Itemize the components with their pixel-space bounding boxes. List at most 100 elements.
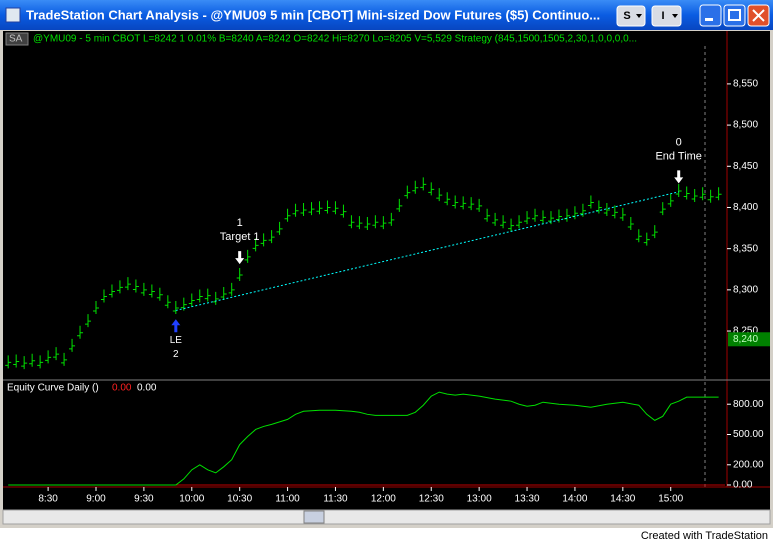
price-bar <box>412 180 419 194</box>
app-icon <box>5 7 21 23</box>
x-tick-label: 11:30 <box>323 494 348 505</box>
i-button-label[interactable]: I <box>661 10 664 22</box>
x-tick-label: 13:00 <box>467 494 492 505</box>
annotation-text: End Time <box>655 150 701 162</box>
x-tick-label: 14:30 <box>610 494 635 505</box>
price-bar <box>683 186 690 200</box>
price-bar <box>444 192 451 206</box>
last-price-label: 8,240 <box>733 334 758 345</box>
price-bar <box>364 216 371 230</box>
price-bar <box>228 282 235 296</box>
y-tick-label: 500.00 <box>733 429 764 440</box>
price-bar <box>691 188 698 202</box>
y-tick-label: 8,400 <box>733 202 758 213</box>
equity-line <box>8 391 719 486</box>
annotation-arrow <box>235 251 245 265</box>
price-bar <box>428 182 435 196</box>
s-button[interactable] <box>616 5 646 27</box>
price-bar <box>524 211 531 225</box>
price-bar <box>460 196 467 210</box>
price-bar <box>260 233 267 247</box>
price-bar <box>236 268 243 282</box>
price-bar <box>404 185 411 199</box>
price-bar <box>340 204 347 218</box>
price-bar <box>675 183 682 197</box>
scrollbar-thumb[interactable] <box>303 510 325 524</box>
price-bar <box>69 338 76 352</box>
x-tick-label: 15:00 <box>658 494 683 505</box>
x-tick-label: 12:30 <box>419 494 444 505</box>
price-bar <box>108 284 115 298</box>
price-bar <box>715 187 722 201</box>
x-tick-label: 14:00 <box>562 494 587 505</box>
price-bar <box>532 208 539 222</box>
maximize-button[interactable] <box>723 4 746 27</box>
x-tick-label: 9:00 <box>86 494 106 505</box>
y-tick-label: 8,450 <box>733 161 758 172</box>
price-bar <box>396 198 403 212</box>
price-bar <box>516 215 523 229</box>
x-tick-label: 10:30 <box>227 494 252 505</box>
price-bar <box>332 201 339 215</box>
price-bar <box>380 216 387 230</box>
price-bar <box>21 356 28 370</box>
annotation-text: Target 1 <box>220 231 260 243</box>
price-bar <box>300 202 307 216</box>
x-tick-label: 10:00 <box>179 494 204 505</box>
footer: Created with TradeStation <box>641 530 768 542</box>
minimize-button[interactable] <box>699 4 722 27</box>
price-bar <box>276 221 283 235</box>
price-bar <box>348 215 355 229</box>
annotation-text: 0 <box>676 136 682 148</box>
price-bar <box>587 195 594 209</box>
price-bar <box>603 202 610 216</box>
panel-title: Equity Curve Daily () <box>7 383 99 394</box>
x-tick-label: 11:00 <box>275 494 300 505</box>
price-bar <box>308 202 315 216</box>
window-title: TradeStation Chart Analysis - @YMU09 5 m… <box>26 7 600 22</box>
annotation-text: LE <box>170 335 183 346</box>
dropdown-arrow[interactable] <box>636 14 642 18</box>
price-bar <box>667 193 674 207</box>
price-bar <box>388 212 395 226</box>
status-line: @YMU09 - 5 min CBOT L=8242 1 0.01% B=824… <box>33 34 637 45</box>
annotation-text: 1 <box>237 217 243 229</box>
price-bar <box>244 249 251 263</box>
last-price-box <box>728 332 770 347</box>
y-tick-label: 8,250 <box>733 326 758 337</box>
price-bar <box>595 200 602 214</box>
y-tick-label: 8,350 <box>733 243 758 254</box>
price-bar <box>643 232 650 246</box>
s-button-label[interactable]: S <box>623 10 630 22</box>
x-tick-label: 12:00 <box>371 494 396 505</box>
annotation-arrow <box>171 319 181 333</box>
price-bar <box>132 279 139 293</box>
price-bar <box>611 205 618 219</box>
price-bar <box>540 210 547 224</box>
chart-area <box>3 31 770 511</box>
i-button[interactable] <box>651 5 682 27</box>
price-bar <box>100 289 107 303</box>
price-bar <box>324 200 331 214</box>
close-icon <box>752 9 765 22</box>
panel-value: 0.00 <box>137 383 157 394</box>
price-bar <box>13 354 20 368</box>
price-bar <box>5 355 12 369</box>
price-bar <box>484 208 491 222</box>
price-bar <box>37 355 44 369</box>
price-bar <box>627 216 634 230</box>
y-tick-label: 0.00 <box>733 480 753 491</box>
symbol-box-label: SA <box>9 34 23 45</box>
price-bar <box>196 289 203 303</box>
price-bar <box>77 325 84 339</box>
scrollbar[interactable] <box>2 509 771 525</box>
price-bar <box>659 202 666 216</box>
price-bar <box>156 287 163 301</box>
dropdown-arrow[interactable] <box>672 14 678 18</box>
price-bar <box>188 293 195 307</box>
price-bar <box>92 300 99 314</box>
price-bar <box>252 238 259 252</box>
price-bar <box>284 208 291 222</box>
price-bar <box>420 177 427 191</box>
